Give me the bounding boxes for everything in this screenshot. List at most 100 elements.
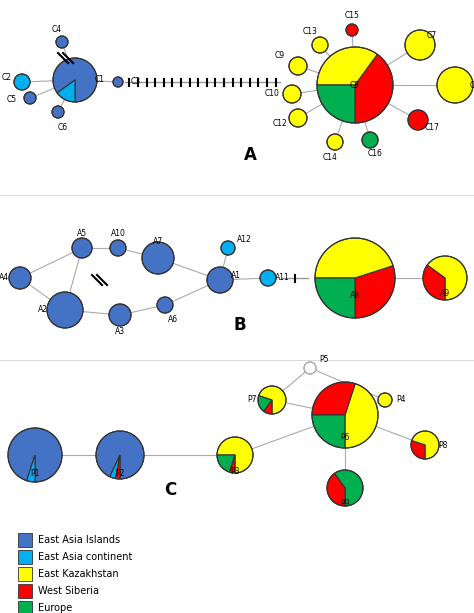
Text: A9: A9 — [440, 289, 450, 299]
Wedge shape — [258, 395, 272, 411]
Wedge shape — [289, 57, 307, 75]
Wedge shape — [113, 77, 123, 87]
Bar — [18, 601, 32, 613]
Wedge shape — [312, 415, 345, 448]
Wedge shape — [52, 106, 64, 118]
Wedge shape — [335, 470, 363, 506]
Text: C11: C11 — [470, 80, 474, 89]
Text: A6: A6 — [168, 314, 178, 324]
Text: A5: A5 — [77, 229, 87, 238]
Text: P7: P7 — [247, 395, 257, 405]
Text: C: C — [164, 481, 176, 499]
Text: P9: P9 — [340, 500, 350, 509]
Text: A12: A12 — [237, 235, 251, 245]
Wedge shape — [229, 455, 235, 473]
Text: C14: C14 — [323, 153, 337, 161]
Wedge shape — [109, 304, 131, 326]
Bar — [18, 584, 32, 598]
Text: P3: P3 — [230, 466, 240, 476]
Wedge shape — [346, 24, 358, 36]
Text: C8: C8 — [350, 80, 360, 89]
Wedge shape — [312, 382, 355, 415]
Bar — [18, 550, 32, 564]
Wedge shape — [217, 455, 235, 472]
Wedge shape — [207, 267, 233, 293]
Text: C10: C10 — [264, 89, 280, 99]
Wedge shape — [362, 132, 378, 148]
Wedge shape — [437, 67, 473, 103]
Wedge shape — [264, 400, 272, 414]
Wedge shape — [217, 437, 253, 473]
Wedge shape — [157, 297, 173, 313]
Text: A11: A11 — [274, 273, 289, 283]
Text: C5: C5 — [7, 96, 17, 104]
Text: East Asia continent: East Asia continent — [38, 552, 132, 562]
Text: C3: C3 — [131, 77, 141, 86]
Wedge shape — [427, 256, 467, 300]
Wedge shape — [405, 30, 435, 60]
Text: A: A — [244, 146, 256, 164]
Wedge shape — [304, 362, 316, 374]
Bar — [18, 567, 32, 581]
Wedge shape — [423, 265, 445, 300]
Wedge shape — [260, 270, 276, 286]
Text: C6: C6 — [58, 123, 68, 132]
Wedge shape — [259, 386, 286, 414]
Text: A7: A7 — [153, 237, 163, 246]
Wedge shape — [378, 393, 392, 407]
Wedge shape — [327, 134, 343, 150]
Text: P4: P4 — [396, 395, 406, 405]
Text: C17: C17 — [425, 123, 439, 132]
Text: P6: P6 — [340, 433, 350, 441]
Text: P1: P1 — [30, 468, 40, 478]
Text: A1: A1 — [231, 270, 241, 280]
Text: East Kazakhstan: East Kazakhstan — [38, 569, 118, 579]
Wedge shape — [315, 278, 355, 318]
Text: C13: C13 — [302, 26, 318, 36]
Text: C4: C4 — [52, 26, 62, 34]
Text: A10: A10 — [110, 229, 126, 238]
Wedge shape — [53, 58, 97, 102]
Wedge shape — [72, 238, 92, 258]
Text: A2: A2 — [38, 305, 48, 314]
Text: A8: A8 — [350, 292, 360, 300]
Text: C7: C7 — [427, 31, 437, 39]
Bar — [18, 533, 32, 547]
Wedge shape — [56, 36, 68, 48]
Wedge shape — [412, 431, 439, 459]
Text: C2: C2 — [2, 72, 12, 82]
Wedge shape — [345, 384, 378, 448]
Text: P2: P2 — [115, 468, 125, 478]
Wedge shape — [327, 473, 345, 506]
Text: Europe: Europe — [38, 603, 72, 613]
Wedge shape — [57, 80, 75, 102]
Wedge shape — [96, 431, 144, 479]
Wedge shape — [14, 74, 30, 90]
Text: East Asia Islands: East Asia Islands — [38, 535, 120, 545]
Text: C9: C9 — [275, 51, 285, 61]
Wedge shape — [116, 455, 120, 479]
Wedge shape — [283, 85, 301, 103]
Wedge shape — [24, 92, 36, 104]
Wedge shape — [289, 109, 307, 127]
Wedge shape — [142, 242, 174, 274]
Wedge shape — [408, 110, 428, 130]
Wedge shape — [27, 455, 35, 482]
Text: A4: A4 — [0, 273, 9, 283]
Wedge shape — [312, 37, 328, 53]
Wedge shape — [110, 455, 120, 479]
Wedge shape — [355, 265, 395, 318]
Wedge shape — [8, 428, 62, 482]
Wedge shape — [317, 85, 355, 123]
Text: C15: C15 — [345, 12, 359, 20]
Text: P8: P8 — [438, 441, 447, 449]
Wedge shape — [47, 292, 83, 328]
Wedge shape — [221, 241, 235, 255]
Wedge shape — [355, 55, 393, 123]
Text: C16: C16 — [367, 150, 383, 159]
Text: A3: A3 — [115, 327, 125, 335]
Wedge shape — [317, 47, 377, 85]
Text: C12: C12 — [273, 118, 287, 128]
Text: C1: C1 — [95, 75, 105, 85]
Wedge shape — [110, 240, 126, 256]
